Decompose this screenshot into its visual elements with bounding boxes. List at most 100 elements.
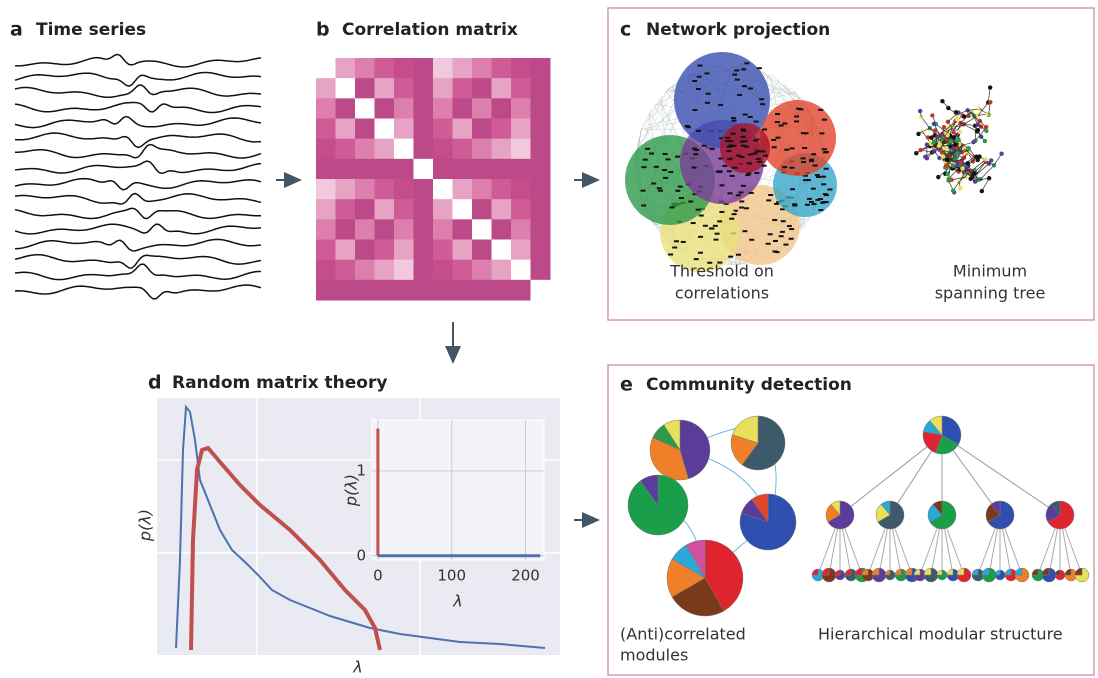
matrix-cell [375,159,395,180]
matrix-cell [433,260,453,281]
node [717,220,722,222]
panel-title: Correlation matrix [342,20,518,40]
matrix-cell [433,240,453,261]
matrix-cell [336,280,356,301]
tree-node [942,125,946,129]
pie-wedge [1032,569,1038,575]
node [668,253,673,255]
matrix-cell [414,240,434,261]
matrix-cell [336,260,356,281]
node [775,113,780,115]
matrix-cell [355,240,375,261]
tree-node [960,166,964,170]
matrix-cell [433,119,453,140]
node [779,124,784,126]
matrix-cell [531,78,551,99]
matrix-cell [375,199,395,220]
node [784,149,789,151]
time-series [15,145,261,159]
matrix-cell [394,159,414,180]
node [713,225,718,227]
node [781,220,786,222]
y-tick-label: 0 [356,546,366,564]
node [697,76,702,78]
node [801,157,806,159]
network-graphs [625,52,1004,272]
time-series [15,264,261,279]
matrix-cell [472,159,492,180]
node [773,240,778,242]
matrix-cell [511,260,531,281]
tree-node [944,163,948,167]
node [692,148,697,150]
pie-wedge [1042,568,1049,575]
node [827,188,832,190]
matrix-cell [492,260,512,281]
node [783,244,788,246]
node [698,252,703,254]
node [688,200,693,202]
node [760,103,765,105]
tree-node [937,144,941,148]
tree-node [976,128,980,132]
node [716,171,721,173]
node [796,108,801,110]
matrix-cell [375,58,395,79]
node [649,153,654,155]
tree-node [952,135,956,139]
time-series [15,239,261,251]
node [818,209,823,211]
pie-wedge [1055,570,1060,575]
node [816,176,821,178]
node [654,166,659,168]
pie-wedge [1075,568,1082,575]
node [703,225,708,227]
node [741,68,746,70]
node [669,206,674,208]
matrix-cell [375,119,395,140]
x-tick-label: 100 [437,567,466,585]
node [679,197,684,199]
node [774,203,779,205]
node [710,148,715,150]
time-series [15,224,261,234]
matrix-cell [453,199,473,220]
matrix-cell [453,240,473,261]
pie-wedge [972,569,978,575]
node [806,179,811,181]
matrix-cell [492,98,512,119]
tree-node [936,134,940,138]
node [663,153,668,155]
tree-node [966,114,970,118]
node [809,201,814,203]
matrix-cell [511,139,531,160]
node [741,136,746,138]
matrix-cell [492,199,512,220]
node [815,199,820,201]
tree-node [971,140,975,144]
node [749,239,754,241]
matrix-cell [453,159,473,180]
node [741,185,746,187]
tree-node [984,157,988,161]
caption: correlations [675,284,769,303]
node [727,170,732,172]
node [705,102,710,104]
node [665,158,670,160]
matrix-cell [394,219,414,240]
matrix-cell [414,78,434,99]
matrix-cell [336,58,356,79]
node [732,167,737,169]
pie-wedge [924,568,931,575]
matrix-cell [414,58,434,79]
matrix-cell [531,98,551,119]
tree-node [933,128,937,132]
node [760,150,765,152]
node [732,120,737,122]
node [772,146,777,148]
matrix-cell [336,219,356,240]
matrix-cell [472,179,492,200]
node [719,184,724,186]
node [792,205,797,207]
node [748,153,753,155]
